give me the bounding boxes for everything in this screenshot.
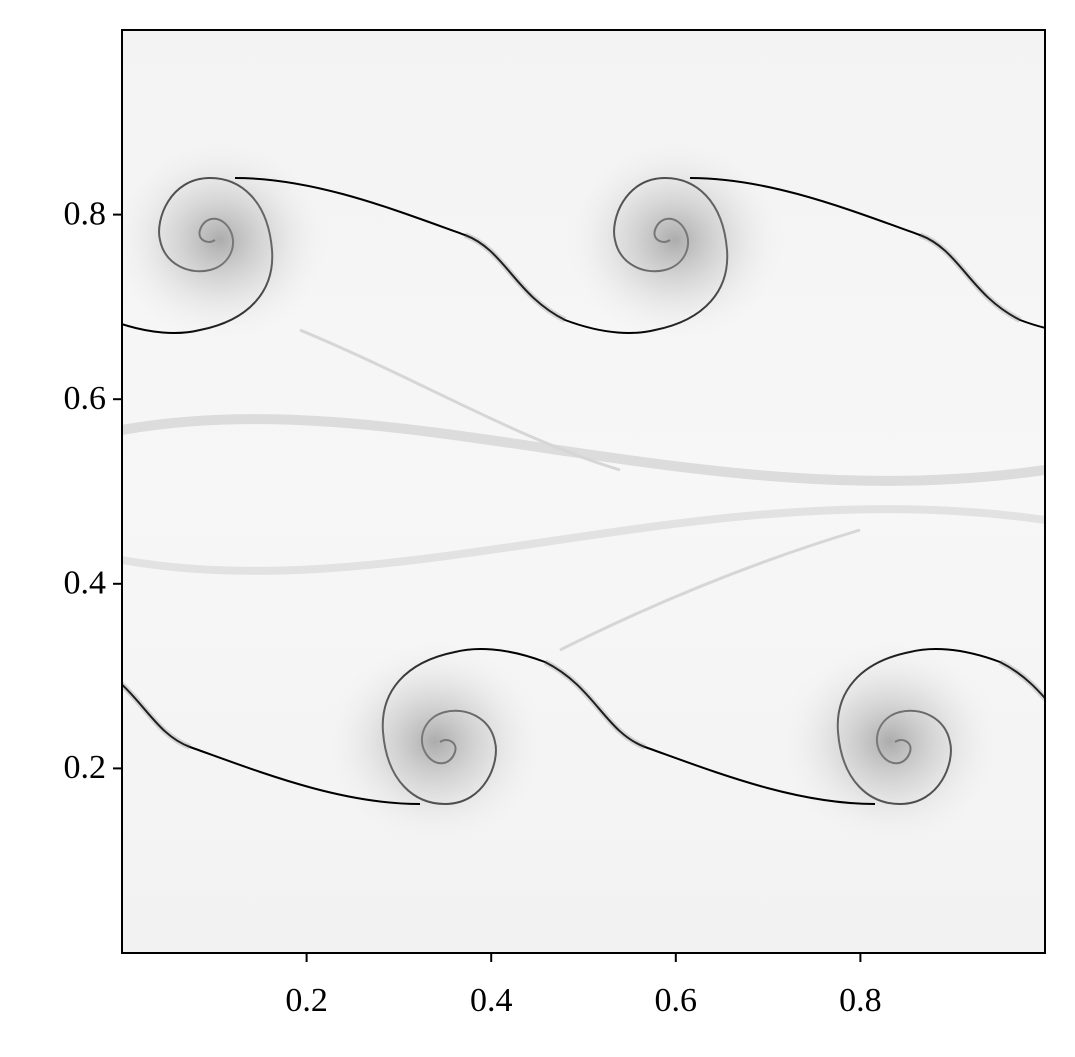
x-tick-label: 0.2: [285, 982, 328, 1019]
x-tick-label: 0.8: [839, 982, 882, 1019]
y-tick-label: 0.4: [64, 565, 107, 602]
field-image: [122, 30, 1045, 953]
y-tick-label: 0.6: [64, 380, 107, 417]
plot-frame: [121, 29, 1046, 954]
y-tick-label: 0.8: [64, 195, 107, 232]
x-tick-label: 0.6: [655, 982, 698, 1019]
x-tick-label: 0.4: [470, 982, 513, 1019]
y-tick-label: 0.2: [64, 749, 107, 786]
